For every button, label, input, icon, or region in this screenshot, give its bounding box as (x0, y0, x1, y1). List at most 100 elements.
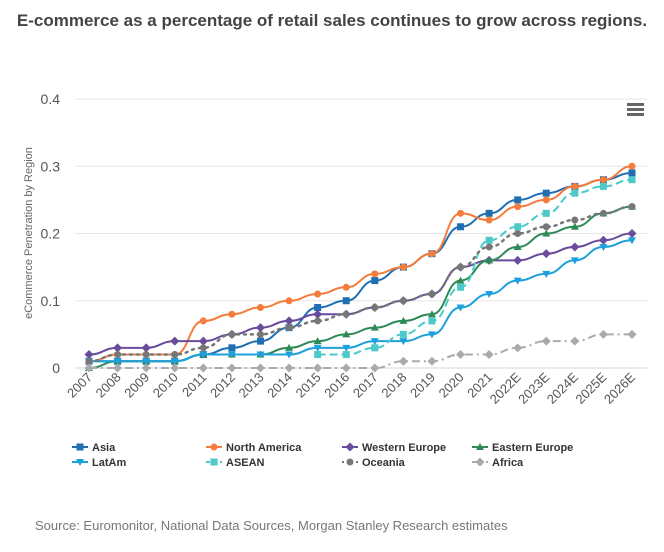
data-point (199, 351, 208, 359)
data-point (256, 330, 264, 338)
legend-item[interactable]: LatAm (72, 457, 126, 469)
x-tick-label: 2025E (572, 369, 609, 406)
data-point (227, 351, 236, 359)
data-point (514, 203, 522, 211)
series-line (89, 171, 633, 363)
data-point (628, 162, 636, 170)
data-point (485, 291, 494, 299)
data-point (142, 351, 150, 359)
data-point (542, 196, 550, 204)
data-point (513, 255, 523, 265)
x-tick-label: 2017 (350, 370, 381, 401)
series-oceania (85, 203, 636, 365)
legend-marker (346, 458, 354, 466)
legend-item[interactable]: Asia (72, 442, 116, 454)
data-point (457, 209, 465, 217)
data-point (314, 290, 322, 298)
data-point (599, 243, 608, 251)
legend-marker (345, 442, 355, 452)
data-point (255, 323, 265, 333)
data-point (342, 344, 351, 352)
data-point (141, 363, 151, 373)
data-point (342, 330, 351, 338)
data-point (84, 363, 94, 373)
data-point (342, 310, 350, 318)
data-point (314, 303, 322, 311)
data-point (198, 336, 208, 346)
data-point (228, 330, 236, 338)
data-point (313, 344, 322, 352)
series-eastern-europe (85, 202, 636, 371)
data-point (285, 297, 293, 305)
data-point (284, 316, 294, 326)
data-point (227, 363, 237, 373)
chart-title: E-commerce as a percentage of retail sal… (16, 11, 648, 30)
x-tick-label: 2018 (378, 370, 409, 401)
x-tick-label: 2026E (601, 369, 638, 406)
data-point (199, 317, 207, 325)
legend-label: Western Europe (362, 442, 446, 454)
data-point (285, 351, 294, 359)
data-point (256, 351, 265, 359)
data-point (628, 169, 636, 177)
x-tick-label: 2022E (487, 369, 524, 406)
data-point (514, 196, 522, 204)
data-point (542, 209, 550, 217)
data-point (342, 283, 350, 291)
data-point (170, 336, 180, 346)
legend-label: ASEAN (226, 457, 265, 469)
legend-item[interactable]: ASEAN (206, 457, 265, 469)
series-line (89, 333, 632, 369)
x-tick-label: 2012 (207, 370, 238, 401)
x-tick-label: 2010 (150, 370, 181, 401)
data-point (456, 350, 466, 360)
data-point (313, 309, 323, 319)
data-point (171, 351, 179, 359)
data-point (85, 357, 93, 365)
legend-marker (76, 459, 84, 466)
hamburger-menu-icon[interactable] (627, 103, 644, 117)
y-tick-label: 0.3 (41, 158, 61, 174)
data-point (428, 317, 436, 325)
data-point (514, 230, 522, 237)
x-tick-label: 2019 (407, 370, 438, 401)
legend-item[interactable]: North America (206, 442, 302, 454)
data-point (542, 270, 551, 278)
data-point (598, 329, 608, 339)
x-tick-label: 2020 (436, 370, 467, 401)
legend-item[interactable]: Eastern Europe (472, 442, 573, 454)
x-tick-label: 2013 (236, 370, 267, 401)
data-point (255, 363, 265, 373)
data-point (314, 351, 322, 359)
data-point (84, 350, 94, 360)
x-tick-label: 2011 (179, 370, 209, 400)
data-point (399, 316, 408, 324)
data-point (428, 290, 436, 298)
data-point (313, 337, 322, 345)
legend: Asia North America Western Europe Eastern E… (72, 442, 573, 469)
data-point (485, 256, 494, 264)
legend-item[interactable]: Oceania (342, 457, 406, 469)
data-point (514, 223, 522, 231)
data-point (399, 263, 407, 271)
data-point (599, 209, 607, 217)
data-point (256, 337, 264, 345)
data-point (427, 356, 437, 366)
series-asean (314, 176, 636, 359)
x-tick-label: 2015 (293, 370, 324, 401)
series-line (89, 239, 633, 363)
x-tick-label: 2024E (544, 369, 581, 406)
data-point (313, 363, 323, 373)
legend-label: North America (226, 442, 302, 454)
data-point (542, 229, 551, 237)
legend-label: Oceania (362, 457, 406, 469)
data-point (571, 182, 579, 190)
data-point (199, 344, 207, 352)
data-point (285, 324, 293, 332)
data-point (341, 363, 351, 373)
series-latam (85, 237, 636, 366)
legend-item[interactable]: Africa (472, 457, 524, 469)
legend-item[interactable]: Western Europe (342, 442, 446, 454)
legend-label: Eastern Europe (492, 442, 573, 454)
data-point (457, 263, 465, 271)
